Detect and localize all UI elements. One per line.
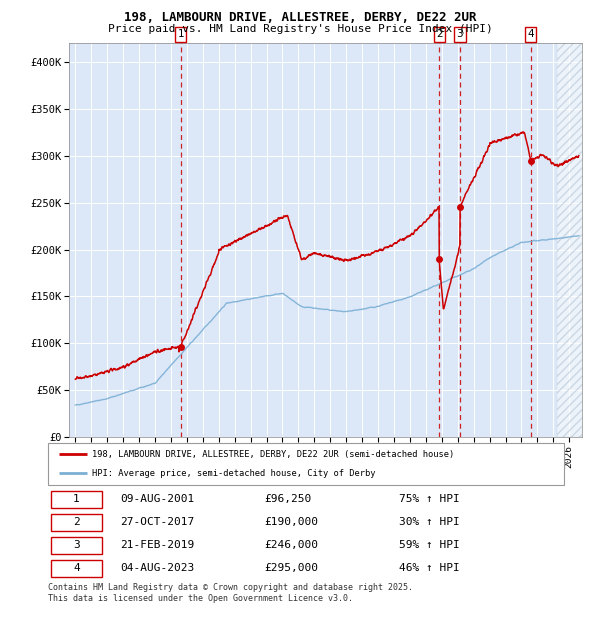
Text: 198, LAMBOURN DRIVE, ALLESTREE, DERBY, DE22 2UR (semi-detached house): 198, LAMBOURN DRIVE, ALLESTREE, DERBY, D… — [92, 450, 454, 459]
Text: Price paid vs. HM Land Registry's House Price Index (HPI): Price paid vs. HM Land Registry's House … — [107, 24, 493, 33]
Text: 04-AUG-2023: 04-AUG-2023 — [120, 563, 194, 574]
Text: 46% ↑ HPI: 46% ↑ HPI — [399, 563, 460, 574]
FancyBboxPatch shape — [50, 490, 102, 508]
Text: 21-FEB-2019: 21-FEB-2019 — [120, 540, 194, 551]
Text: £190,000: £190,000 — [265, 517, 319, 528]
Text: 1: 1 — [73, 494, 80, 505]
Text: 30% ↑ HPI: 30% ↑ HPI — [399, 517, 460, 528]
Text: 2: 2 — [436, 29, 442, 39]
Text: 198, LAMBOURN DRIVE, ALLESTREE, DERBY, DE22 2UR: 198, LAMBOURN DRIVE, ALLESTREE, DERBY, D… — [124, 11, 476, 24]
Text: 4: 4 — [73, 563, 80, 574]
Text: 75% ↑ HPI: 75% ↑ HPI — [399, 494, 460, 505]
Bar — [557, 43, 600, 437]
Text: 09-AUG-2001: 09-AUG-2001 — [120, 494, 194, 505]
FancyBboxPatch shape — [50, 559, 102, 577]
Text: £295,000: £295,000 — [265, 563, 319, 574]
Text: 1: 1 — [178, 29, 184, 39]
FancyBboxPatch shape — [48, 443, 564, 485]
Text: £246,000: £246,000 — [265, 540, 319, 551]
Text: This data is licensed under the Open Government Licence v3.0.: This data is licensed under the Open Gov… — [48, 594, 353, 603]
FancyBboxPatch shape — [50, 513, 102, 531]
Text: 3: 3 — [73, 540, 80, 551]
Text: 27-OCT-2017: 27-OCT-2017 — [120, 517, 194, 528]
Text: 3: 3 — [457, 29, 463, 39]
FancyBboxPatch shape — [50, 536, 102, 554]
Text: 59% ↑ HPI: 59% ↑ HPI — [399, 540, 460, 551]
Text: 2: 2 — [73, 517, 80, 528]
Text: HPI: Average price, semi-detached house, City of Derby: HPI: Average price, semi-detached house,… — [92, 469, 376, 478]
Text: Contains HM Land Registry data © Crown copyright and database right 2025.: Contains HM Land Registry data © Crown c… — [48, 583, 413, 592]
Text: 4: 4 — [527, 29, 534, 39]
Text: £96,250: £96,250 — [265, 494, 312, 505]
